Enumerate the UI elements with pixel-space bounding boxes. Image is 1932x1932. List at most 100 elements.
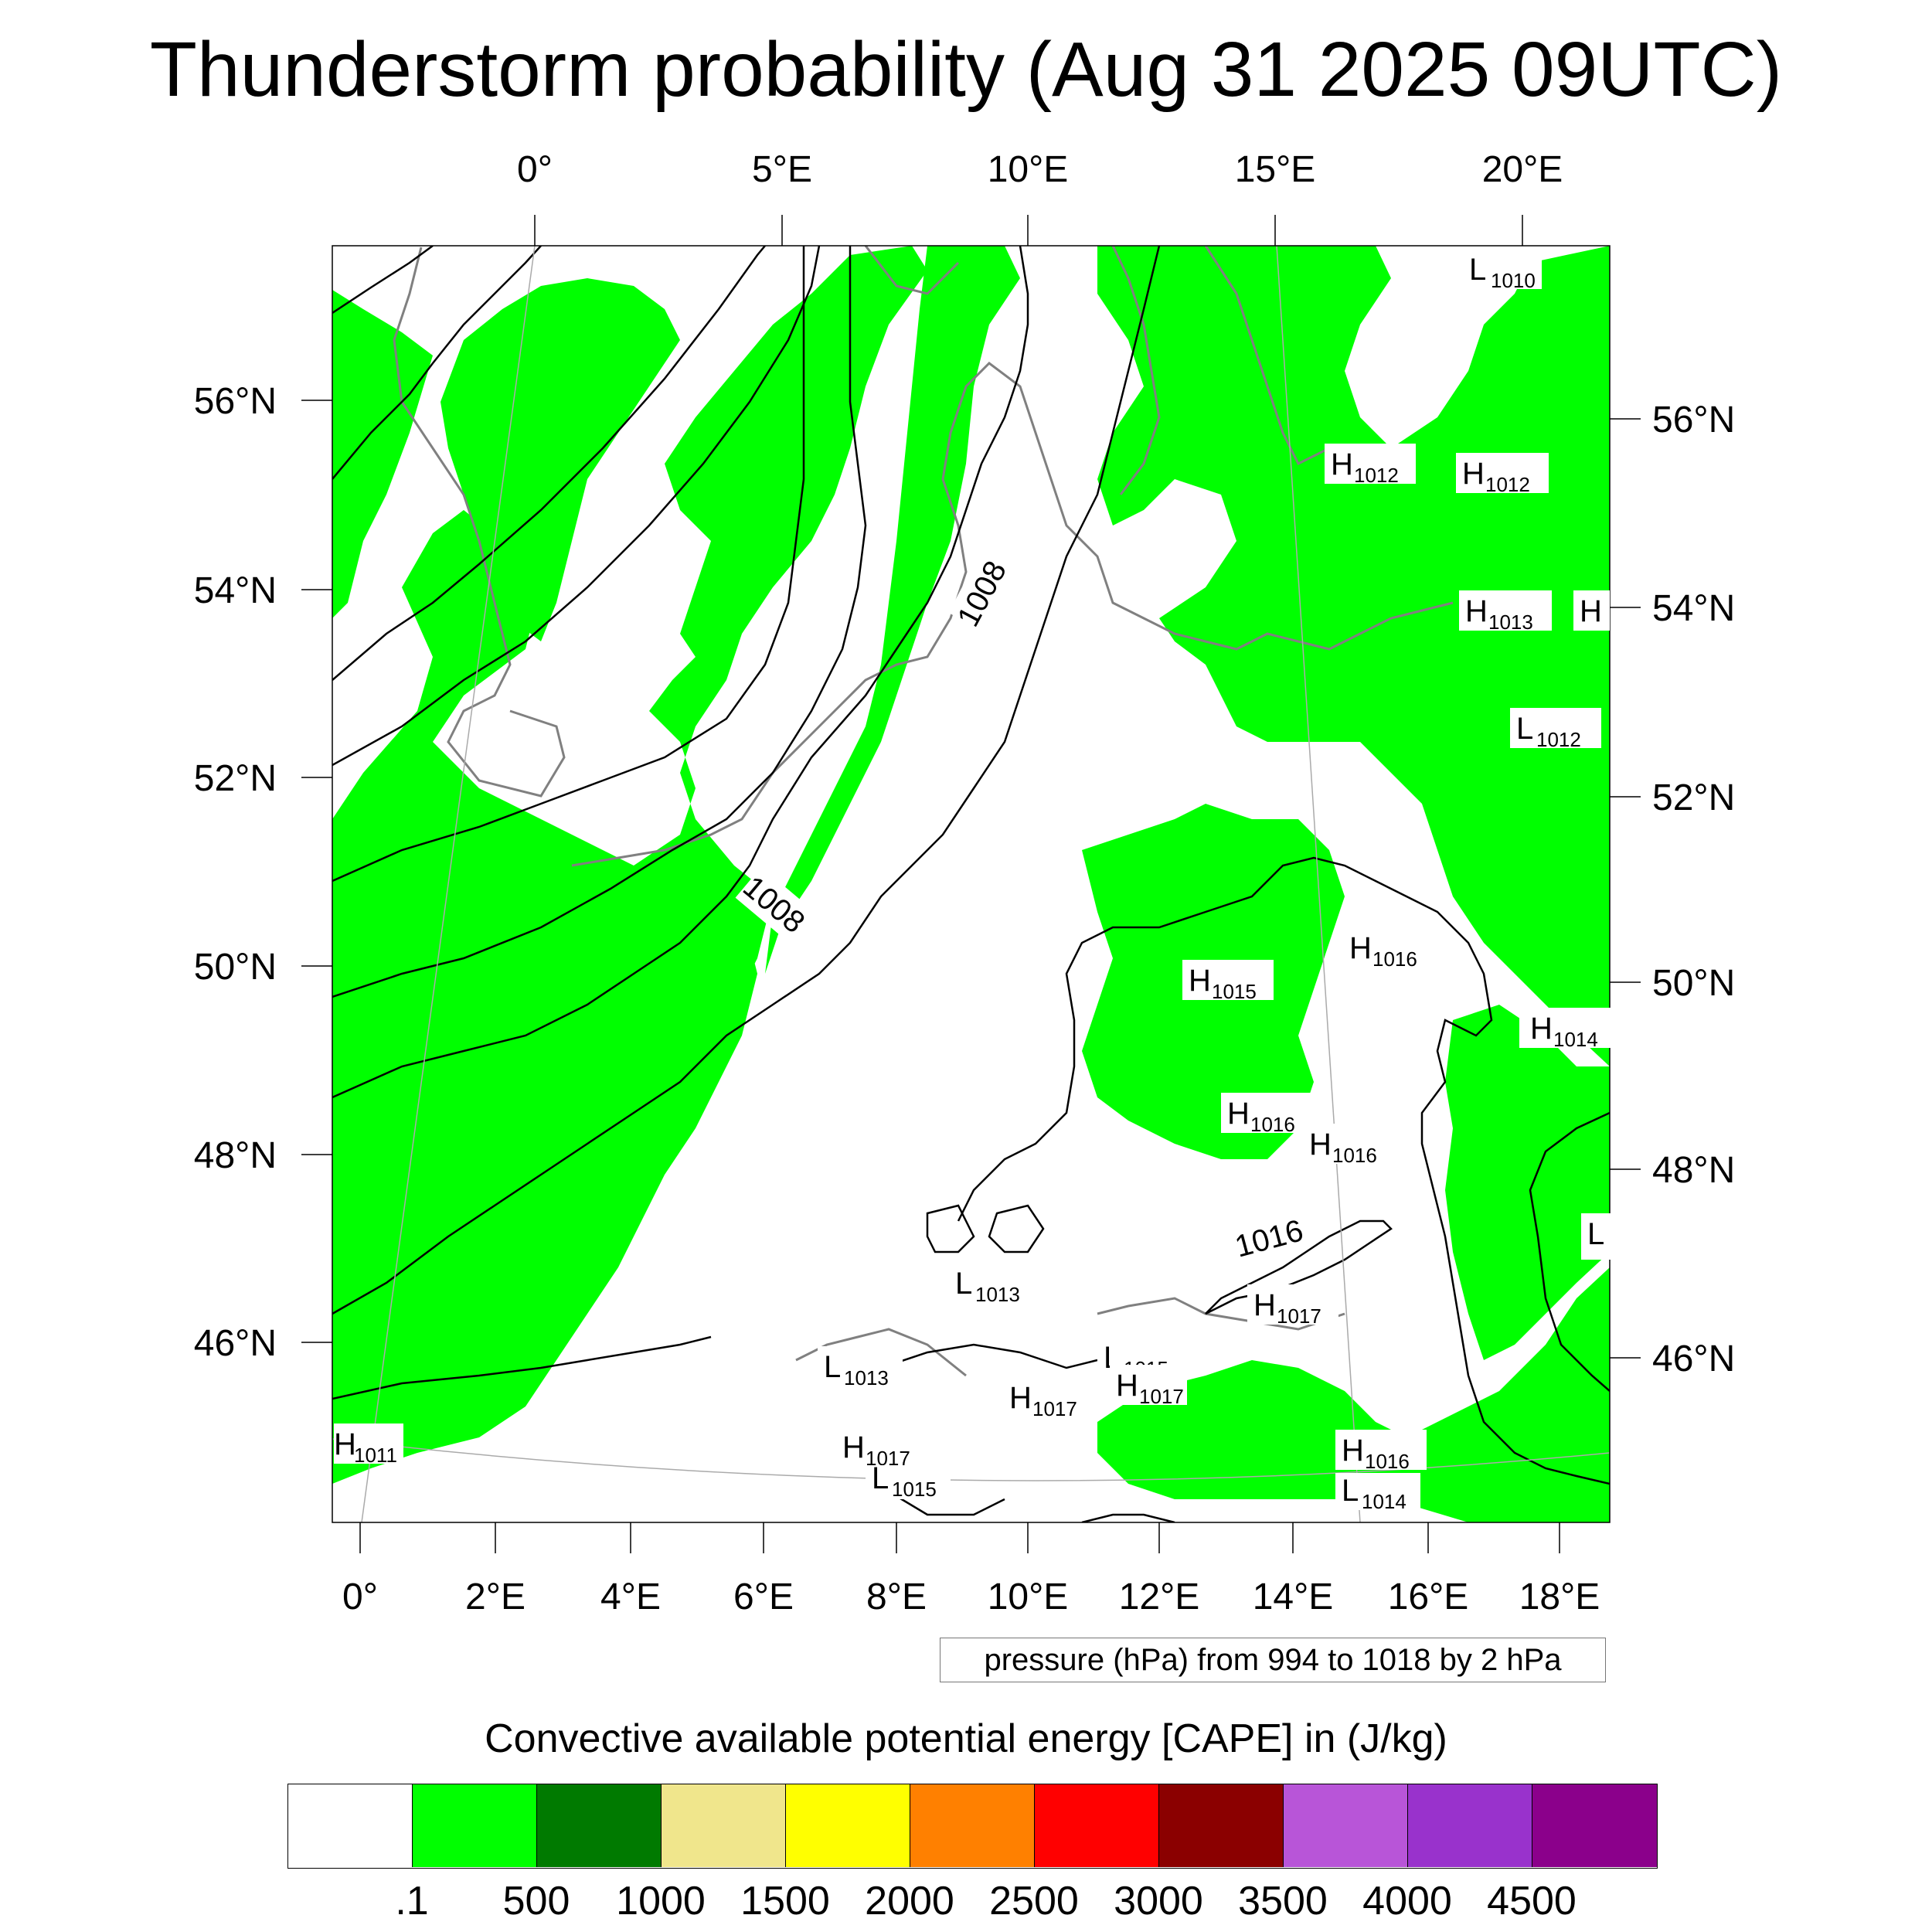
colorbar-swatch bbox=[1284, 1784, 1408, 1867]
lat-label-left: 52°N bbox=[194, 758, 277, 799]
isobar-line bbox=[332, 246, 805, 883]
map-frame bbox=[332, 245, 1611, 1523]
pressure-center-value: 1016 bbox=[1250, 1113, 1295, 1136]
isobar-line bbox=[332, 246, 766, 681]
pressure-center-value: 1016 bbox=[1365, 1450, 1410, 1473]
lon-label-bottom: 8°E bbox=[866, 1577, 927, 1617]
pressure-center-type: L bbox=[955, 1267, 972, 1301]
colorbar-label: 2000 bbox=[865, 1879, 954, 1923]
lon-label-bottom: 14°E bbox=[1253, 1577, 1334, 1617]
map-area bbox=[332, 246, 1610, 1522]
colorbar-label: 2500 bbox=[989, 1879, 1079, 1923]
colorbar-swatch bbox=[1408, 1784, 1532, 1867]
figure-title: Thunderstorm probability (Aug 31 2025 09… bbox=[149, 26, 1783, 113]
lon-label-top: 15°E bbox=[1235, 149, 1316, 190]
colorbar-label: .1 bbox=[395, 1879, 429, 1923]
lat-label-right: 46°N bbox=[1652, 1338, 1735, 1379]
isobar-line bbox=[880, 1343, 1098, 1369]
lon-label-top: 0° bbox=[517, 149, 553, 190]
cape-area-east-lower bbox=[1445, 1005, 1610, 1360]
top-lon-labels: 0° 5°E 10°E 15°E 20°E bbox=[517, 149, 1563, 190]
coastline-scandinavia bbox=[864, 246, 1361, 495]
isobar-line bbox=[332, 1335, 712, 1400]
lat-label-right: 48°N bbox=[1652, 1150, 1735, 1191]
isobars bbox=[332, 246, 1610, 1522]
lat-label-right: 54°N bbox=[1652, 588, 1735, 629]
pressure-center-value: 1013 bbox=[844, 1366, 889, 1389]
pressure-center-type: L bbox=[824, 1350, 841, 1384]
lon-label-top: 10°E bbox=[988, 149, 1069, 190]
pressure-center-type: H bbox=[1342, 1434, 1364, 1468]
coastline-continent bbox=[571, 362, 1454, 867]
colorbar-swatch bbox=[910, 1784, 1035, 1867]
coastlines bbox=[393, 246, 1454, 1377]
pressure-center-type: H bbox=[1530, 1012, 1553, 1046]
pressure-center-value: 1013 bbox=[975, 1283, 1020, 1306]
cape-area-baltic bbox=[1097, 246, 1610, 1066]
pressure-center-type: H bbox=[1331, 447, 1353, 481]
colorbar-label: 1500 bbox=[740, 1879, 830, 1923]
isobar-line bbox=[988, 1204, 1045, 1253]
pressure-center-type: H bbox=[1116, 1369, 1138, 1403]
isobar-line bbox=[926, 1204, 975, 1253]
colorbar-swatch bbox=[786, 1784, 910, 1867]
pressure-center-type: H bbox=[1189, 964, 1211, 998]
pressure-center-type: L bbox=[1587, 1217, 1604, 1251]
lon-label-top: 5°E bbox=[752, 149, 812, 190]
pressure-center-value: 1012 bbox=[1485, 473, 1530, 496]
axis-ticks bbox=[301, 215, 1641, 1553]
pressure-center-type: H bbox=[1253, 1288, 1276, 1322]
colorbar-title: Convective available potential energy [C… bbox=[485, 1716, 1447, 1761]
pressure-center-value: 1013 bbox=[1488, 611, 1533, 634]
isobar-line bbox=[332, 246, 542, 480]
colorbar-label: 3000 bbox=[1114, 1879, 1203, 1923]
isobar-line bbox=[888, 1490, 1175, 1522]
cape-area-southwest bbox=[332, 912, 757, 1453]
pressure-center-value: 1014 bbox=[1553, 1028, 1598, 1051]
lat-label-left: 48°N bbox=[194, 1135, 277, 1176]
pressure-center-value: 1011 bbox=[354, 1444, 397, 1467]
pressure-info-box: pressure (hPa) from 994 to 1018 by 2 hPa bbox=[940, 1638, 1606, 1682]
isobar-line bbox=[957, 856, 1610, 1485]
colorbar-label: 4000 bbox=[1362, 1879, 1452, 1923]
colorbar-label: 500 bbox=[502, 1879, 570, 1923]
pressure-center-value: 1017 bbox=[1277, 1304, 1321, 1328]
lon-label-bottom: 12°E bbox=[1119, 1577, 1200, 1617]
colorbar-label: 1000 bbox=[616, 1879, 706, 1923]
pressure-center-type: H bbox=[1465, 594, 1488, 628]
colorbar-swatch bbox=[1159, 1784, 1284, 1867]
pressure-center-type: L bbox=[1469, 253, 1486, 287]
pressure-center-type: H bbox=[1309, 1128, 1332, 1162]
pressure-center-value: 1012 bbox=[1536, 728, 1581, 751]
lat-label-right: 56°N bbox=[1652, 400, 1735, 440]
cape-area-southeast bbox=[1097, 1267, 1610, 1522]
lat-label-left: 46°N bbox=[194, 1323, 277, 1364]
pressure-center-value: 1015 bbox=[1212, 980, 1257, 1003]
lon-label-bottom: 18°E bbox=[1519, 1577, 1600, 1617]
isobar-line bbox=[332, 246, 434, 315]
lon-label-bottom: 10°E bbox=[988, 1577, 1069, 1617]
pressure-center-value: 1016 bbox=[1332, 1144, 1377, 1167]
pressure-center-type: H bbox=[842, 1430, 865, 1464]
colorbar-label: 4500 bbox=[1487, 1879, 1577, 1923]
bottom-lon-labels: 0° 2°E 4°E 6°E 8°E 10°E 12°E 14°E 16°E 1… bbox=[342, 1577, 1600, 1617]
colorbar-swatch bbox=[1035, 1784, 1159, 1867]
meridian-15e bbox=[1276, 246, 1361, 1522]
pressure-center-value: 1014 bbox=[1362, 1490, 1406, 1513]
lon-label-bottom: 6°E bbox=[733, 1577, 794, 1617]
lon-label-bottom: 2°E bbox=[465, 1577, 526, 1617]
pressure-center-value: 1016 bbox=[1372, 947, 1417, 971]
colorbar-swatch bbox=[413, 1784, 537, 1867]
pressure-center-type: L bbox=[872, 1461, 889, 1495]
colorbar-swatch bbox=[662, 1784, 786, 1867]
lat-label-left: 54°N bbox=[194, 570, 277, 611]
right-lat-labels: 56°N 54°N 52°N 50°N 48°N 46°N bbox=[1652, 400, 1735, 1379]
colorbar-swatch bbox=[288, 1784, 413, 1867]
lat-label-right: 50°N bbox=[1652, 963, 1735, 1004]
lon-label-bottom: 16°E bbox=[1388, 1577, 1469, 1617]
pressure-center-value: 1015 bbox=[892, 1478, 937, 1501]
lon-label-bottom: 4°E bbox=[600, 1577, 661, 1617]
